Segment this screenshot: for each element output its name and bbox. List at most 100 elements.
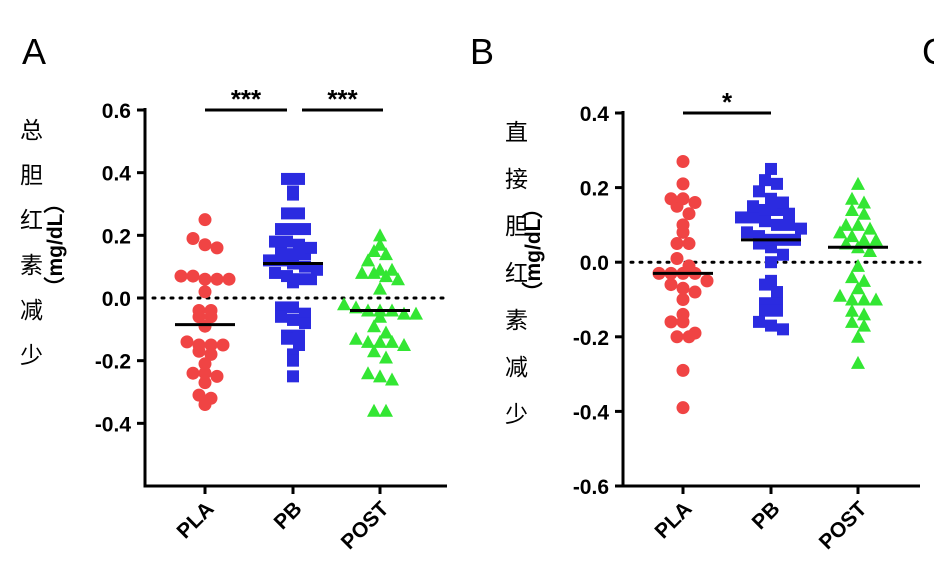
data-point-pla — [682, 330, 696, 344]
data-point-pb — [759, 203, 771, 216]
data-point-post — [409, 306, 423, 320]
data-point-post — [857, 273, 871, 287]
data-point-post — [857, 232, 871, 246]
y-tick-label: 0.4 — [102, 163, 132, 186]
data-point-post — [833, 225, 847, 239]
x-tick-label: POST — [815, 497, 872, 554]
data-point-pb — [771, 177, 783, 190]
y-axis-unit-label: （mg/dL） — [521, 198, 545, 303]
data-point-pla — [676, 218, 690, 232]
data-point-pb — [281, 207, 293, 220]
data-point-pb — [311, 263, 323, 276]
y-tick-label: 0.6 — [102, 100, 131, 123]
data-point-pb — [287, 301, 299, 314]
data-point-pb — [777, 248, 789, 261]
x-tick-label: PB — [270, 497, 307, 534]
y-axis-label-char: 少 — [20, 342, 43, 368]
data-point-pb — [299, 317, 311, 330]
data-point-pb — [765, 256, 777, 269]
data-point-pla — [676, 154, 690, 168]
data-point-pla — [664, 192, 678, 206]
data-point-post — [379, 247, 393, 261]
data-point-pb — [293, 339, 305, 351]
data-point-post — [869, 232, 883, 246]
data-point-pla — [198, 376, 212, 390]
data-point-pb — [747, 200, 759, 213]
data-point-post — [367, 403, 381, 417]
data-point-post — [385, 372, 399, 386]
y-tick-label: 0.4 — [580, 103, 610, 126]
data-point-pb — [293, 207, 305, 220]
data-point-pla — [670, 330, 684, 344]
data-point-pla — [676, 192, 690, 206]
data-point-pb — [741, 226, 753, 239]
data-point-pla — [210, 369, 224, 383]
y-tick-label: 0.2 — [102, 225, 131, 248]
data-point-pb — [771, 304, 783, 317]
data-point-post — [379, 403, 393, 417]
data-point-post — [337, 297, 351, 311]
data-point-post — [857, 292, 871, 306]
data-point-post — [869, 292, 883, 306]
data-point-pb — [287, 223, 299, 236]
data-point-pb — [293, 273, 305, 286]
data-point-pb — [281, 270, 293, 283]
y-tick-label: -0.2 — [573, 327, 609, 350]
data-point-pla — [682, 237, 696, 251]
data-point-pla — [198, 398, 212, 412]
data-point-post — [857, 307, 871, 321]
y-axis-label-char: 接 — [505, 166, 528, 192]
data-point-post — [367, 344, 381, 358]
data-point-pb — [747, 211, 759, 224]
data-point-post — [373, 262, 387, 276]
y-axis-label-char: 胆 — [505, 213, 528, 239]
data-point-pla — [676, 315, 690, 329]
y-axis-label-char: 胆 — [20, 162, 43, 188]
y-axis-label-char: 总 — [20, 117, 43, 143]
data-point-pb — [293, 329, 305, 342]
data-point-pb — [759, 278, 771, 291]
data-point-pla — [198, 357, 212, 371]
data-point-pla — [210, 241, 224, 255]
data-point-post — [857, 318, 871, 332]
data-point-post — [385, 334, 399, 348]
data-point-pb — [275, 223, 287, 236]
data-point-pla — [676, 281, 690, 295]
data-point-pla — [192, 344, 206, 358]
data-point-pb — [287, 185, 299, 198]
data-point-pla — [198, 213, 212, 227]
significance-label: * — [722, 87, 733, 117]
data-point-pb — [771, 218, 783, 231]
data-point-post — [851, 355, 865, 369]
data-point-pb — [759, 174, 771, 187]
data-point-post — [373, 369, 387, 383]
y-tick-label: -0.4 — [95, 413, 132, 436]
data-point-post — [361, 366, 375, 380]
data-point-post — [397, 338, 411, 351]
data-point-pb — [275, 301, 287, 314]
data-point-pb — [287, 370, 299, 383]
data-point-post — [845, 191, 859, 205]
panel-label-c: C — [922, 31, 934, 72]
y-tick-label: -0.2 — [95, 351, 131, 374]
data-point-post — [349, 331, 363, 345]
y-axis-label-char: 素 — [20, 252, 43, 278]
data-point-post — [851, 176, 865, 190]
data-point-pla — [682, 207, 696, 221]
data-point-pla — [174, 269, 188, 283]
data-point-post — [391, 272, 405, 286]
data-point-pb — [281, 172, 293, 185]
data-point-pla — [186, 269, 200, 283]
data-point-pla — [676, 177, 690, 191]
data-point-pb — [299, 307, 311, 320]
x-tick-label: PLA — [173, 497, 219, 543]
data-point-pb — [305, 273, 317, 286]
y-tick-label: -0.4 — [573, 401, 610, 424]
data-point-pb — [759, 304, 771, 317]
data-point-pb — [299, 223, 311, 236]
significance-label: *** — [327, 84, 358, 114]
data-point-pla — [198, 319, 212, 333]
data-point-pla — [700, 274, 714, 288]
data-point-pla — [204, 347, 218, 361]
y-axis-label-char: 少 — [505, 401, 528, 427]
